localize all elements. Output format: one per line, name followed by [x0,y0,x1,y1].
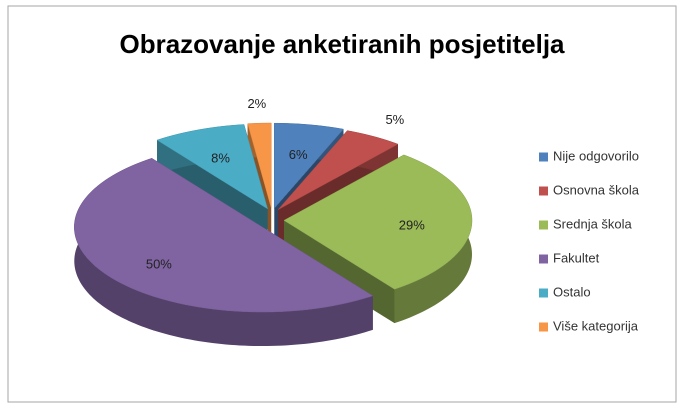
data-label: 5% [385,112,404,127]
legend-label: Više kategorija [553,318,639,333]
chart-title: Obrazovanje anketiranih posjetitelja [119,29,565,59]
data-label: 2% [247,96,266,111]
legend-swatch [539,186,548,196]
slice-top [74,158,374,313]
legend-label: Osnovna škola [553,182,640,197]
slice [74,158,374,347]
legend-label: Srednja škola [553,216,633,231]
slice-top [156,124,268,210]
legend-swatch [539,220,548,230]
slice-wall [74,158,373,347]
data-label: 6% [289,147,308,162]
slice-top [277,130,399,210]
data-label: 50% [146,256,172,271]
slice-top [273,122,344,209]
legend-swatch [539,152,548,162]
legend-swatch [539,322,548,332]
legend-label: Ostalo [553,284,591,299]
data-label: 29% [399,218,425,233]
legend-label: Nije odgovorilo [553,148,639,163]
slice-top [283,154,473,290]
legend-swatch [539,254,548,264]
legend-label: Fakultet [553,250,600,265]
data-label: 8% [211,151,230,166]
slice-top [247,122,272,209]
legend-swatch [539,288,548,298]
